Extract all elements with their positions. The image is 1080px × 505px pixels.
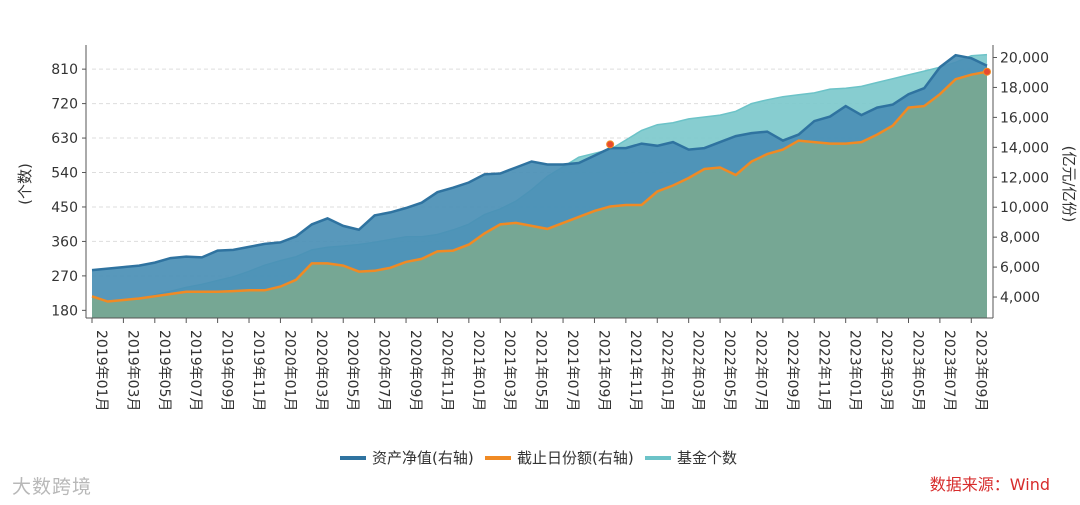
line-截止日份额(右轴) bbox=[91, 70, 988, 303]
x-tick-label: 2019年11月 bbox=[250, 330, 266, 411]
x-tick-label: 2020年03月 bbox=[313, 330, 329, 411]
x-tick-label: 2023年09月 bbox=[972, 330, 988, 411]
x-tick-label: 2021年05月 bbox=[533, 330, 549, 411]
right-tick-label: 8,000 bbox=[1000, 230, 1040, 246]
x-tick-label: 2023年03月 bbox=[878, 330, 894, 411]
right-tick-label: 14,000 bbox=[1000, 140, 1049, 156]
x-tick-label: 2021年03月 bbox=[501, 330, 517, 411]
x-tick-label: 2021年11月 bbox=[627, 330, 643, 411]
plot-area bbox=[91, 53, 991, 318]
left-tick-label: 450 bbox=[51, 200, 78, 216]
x-tick-label: 2019年05月 bbox=[156, 330, 172, 411]
x-tick-label: 2022年07月 bbox=[752, 330, 768, 411]
x-tick-label: 2020年09月 bbox=[407, 330, 423, 411]
right-tick-label: 16,000 bbox=[1000, 110, 1049, 126]
right-tick-label: 4,000 bbox=[1000, 290, 1040, 306]
right-axis-label: (亿元/亿份) bbox=[1060, 146, 1078, 223]
left-tick-label: 360 bbox=[51, 234, 78, 250]
x-tick-label: 2022年11月 bbox=[815, 330, 831, 411]
right-tick-label: 6,000 bbox=[1000, 260, 1040, 276]
x-tick-label: 2020年07月 bbox=[376, 330, 392, 411]
left-tick-label: 630 bbox=[51, 131, 78, 147]
x-tick-label: 2020年11月 bbox=[438, 330, 454, 411]
x-tick-label: 2023年01月 bbox=[847, 330, 863, 411]
right-tick-label: 10,000 bbox=[1000, 200, 1049, 216]
left-tick-label: 720 bbox=[51, 97, 78, 113]
right-tick-label: 20,000 bbox=[1000, 50, 1049, 66]
data-marker bbox=[606, 140, 615, 149]
x-tick-label: 2021年01月 bbox=[470, 330, 486, 411]
x-tick-label: 2019年09月 bbox=[219, 330, 235, 411]
axes: 180 270 360 450 540 630 720 810 4,000 6,000 8,000 1… bbox=[16, 45, 1078, 411]
left-tick-label: 270 bbox=[51, 269, 78, 285]
left-axis-label: (个数) bbox=[16, 163, 34, 205]
legend-label: 资产净值(右轴) bbox=[372, 449, 474, 467]
data-marker bbox=[983, 67, 991, 76]
x-tick-label: 2023年05月 bbox=[909, 330, 925, 411]
left-tick-label: 180 bbox=[51, 303, 78, 319]
x-tick-label: 2020年05月 bbox=[344, 330, 360, 411]
area-截止日份额(右轴) bbox=[92, 71, 987, 318]
x-tick-label: 2019年01月 bbox=[93, 330, 109, 411]
x-tick-label: 2019年03月 bbox=[124, 330, 140, 411]
left-tick-label: 810 bbox=[51, 62, 78, 78]
left-tick-label: 540 bbox=[51, 166, 78, 182]
x-tick-label: 2021年07月 bbox=[564, 330, 580, 411]
legend: 资产净值(右轴) 截止日份额(右轴) 基金个数 bbox=[340, 449, 737, 467]
source-note: 数据来源：Wind bbox=[929, 475, 1050, 494]
x-tick-label: 2021年09月 bbox=[595, 330, 611, 411]
right-tick-label: 18,000 bbox=[1000, 80, 1049, 96]
x-tick-label: 2022年01月 bbox=[658, 330, 674, 411]
x-tick-label: 2019年07月 bbox=[187, 330, 203, 411]
x-tick-label: 2020年01月 bbox=[281, 330, 297, 411]
x-tick-label: 2023年07月 bbox=[941, 330, 957, 411]
x-tick-label: 2022年09月 bbox=[784, 330, 800, 411]
legend-label: 截止日份额(右轴) bbox=[517, 449, 634, 467]
legend-label: 基金个数 bbox=[677, 449, 737, 467]
x-tick-label: 2022年03月 bbox=[690, 330, 706, 411]
line-资产净值(右轴) bbox=[91, 53, 988, 272]
x-tick-label: 2022年05月 bbox=[721, 330, 737, 411]
right-tick-label: 12,000 bbox=[1000, 170, 1049, 186]
watermark-logo: 大数跨境 bbox=[12, 476, 93, 498]
